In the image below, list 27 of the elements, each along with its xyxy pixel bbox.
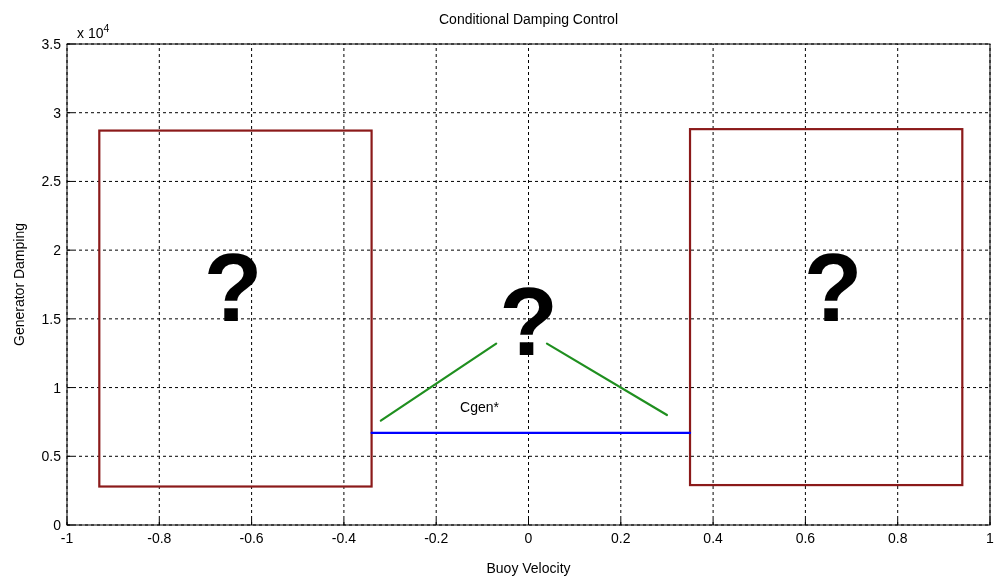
- annotation: ?: [203, 234, 263, 342]
- annotation: ?: [803, 234, 863, 342]
- y-tick-label: 2.5: [41, 173, 62, 190]
- y-tick-label: 3.5: [41, 36, 62, 52]
- y-tick-label: 2: [53, 242, 62, 259]
- x-tick-label: -0.6: [239, 530, 264, 546]
- annotation: Cgen*: [460, 398, 500, 415]
- x-tick-label: -0.8: [147, 530, 172, 546]
- x-tick-label: 0.6: [795, 530, 816, 546]
- y-tick-label: 0: [53, 517, 62, 533]
- text: x 10$^{4}$: [77, 22, 110, 41]
- y-tick-label: 3: [53, 104, 62, 121]
- x-tick-label: -1: [60, 530, 74, 546]
- x-tick-label: 0: [524, 530, 533, 546]
- chart-title: Conditional Damping Control: [439, 11, 618, 27]
- x-tick-label: 0.4: [703, 530, 724, 546]
- y-tick-label: 1.5: [41, 310, 62, 327]
- x-tick-label: -0.2: [424, 530, 449, 546]
- x-tick-label: 1: [986, 530, 995, 546]
- y-axis-title: Generator Damping: [11, 223, 27, 346]
- annotation: ?: [499, 267, 558, 375]
- x-tick-label: 0.2: [611, 530, 631, 546]
- x-axis-title: Buoy Velocity: [486, 560, 571, 576]
- y-tick-label: 0.5: [41, 448, 62, 465]
- y-tick-label: 1: [53, 379, 62, 396]
- x-tick-label: -0.4: [331, 530, 357, 546]
- x-tick-label: 0.8: [887, 530, 908, 546]
